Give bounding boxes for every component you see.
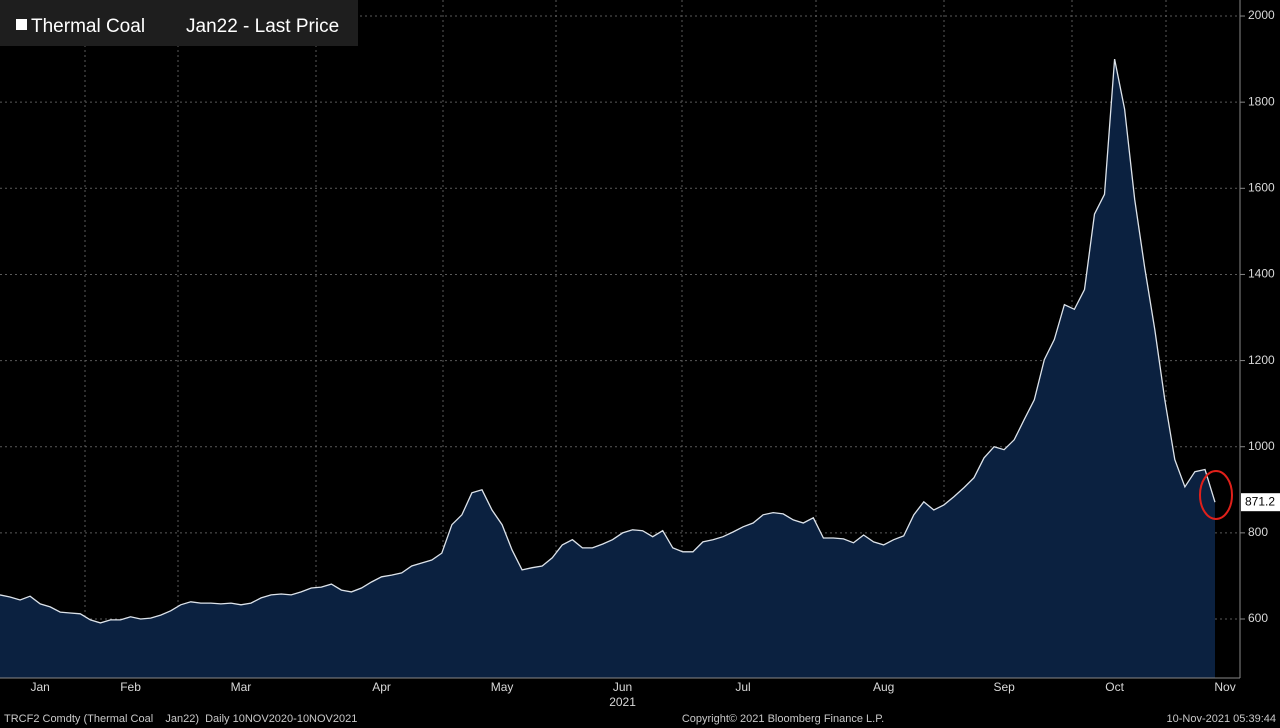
chart-title: Thermal Coal	[31, 16, 145, 37]
legend-label: Jan22 - Last Price	[186, 16, 339, 37]
footer-center: Copyright© 2021 Bloomberg Finance L.P.	[682, 713, 884, 725]
line	[0, 58, 1216, 624]
y-tick-label: 1600	[1248, 180, 1275, 194]
x-tick-label: Aug	[873, 680, 894, 694]
legend-swatch	[16, 19, 27, 30]
highlight-circle	[1199, 470, 1233, 520]
y-tick-label: 1000	[1248, 439, 1275, 453]
y-tick-label: 600	[1248, 611, 1268, 625]
legend-box	[0, 0, 358, 46]
last-price-label: 871.2	[1245, 494, 1275, 508]
x-tick-label: Jul	[735, 680, 750, 694]
x-tick-label: Feb	[120, 680, 141, 694]
area	[0, 59, 1215, 679]
y-tick-label: 1400	[1248, 267, 1275, 281]
x-tick-label: Sep	[993, 680, 1015, 694]
x-tick-label: May	[491, 680, 514, 694]
x-tick-label: Oct	[1105, 680, 1124, 694]
x-tick-label: Jun	[613, 680, 632, 694]
y-tick-label: 800	[1248, 525, 1268, 539]
x-tick-label: Apr	[372, 680, 391, 694]
x-tick-label: Nov	[1214, 680, 1235, 694]
y-tick-label: 1200	[1248, 353, 1275, 367]
footer-left: TRCF2 Comdty (Thermal Coal Jan22) Daily …	[4, 713, 357, 725]
footer-right: 10-Nov-2021 05:39:44	[1167, 713, 1276, 725]
x-sublabel: 2021	[609, 695, 636, 709]
last-price-box	[1241, 493, 1280, 512]
y-tick-label: 2000	[1248, 8, 1275, 22]
y-tick-label: 1800	[1248, 94, 1275, 108]
x-tick-label: Jan	[30, 680, 49, 694]
x-tick-label: Mar	[231, 680, 252, 694]
